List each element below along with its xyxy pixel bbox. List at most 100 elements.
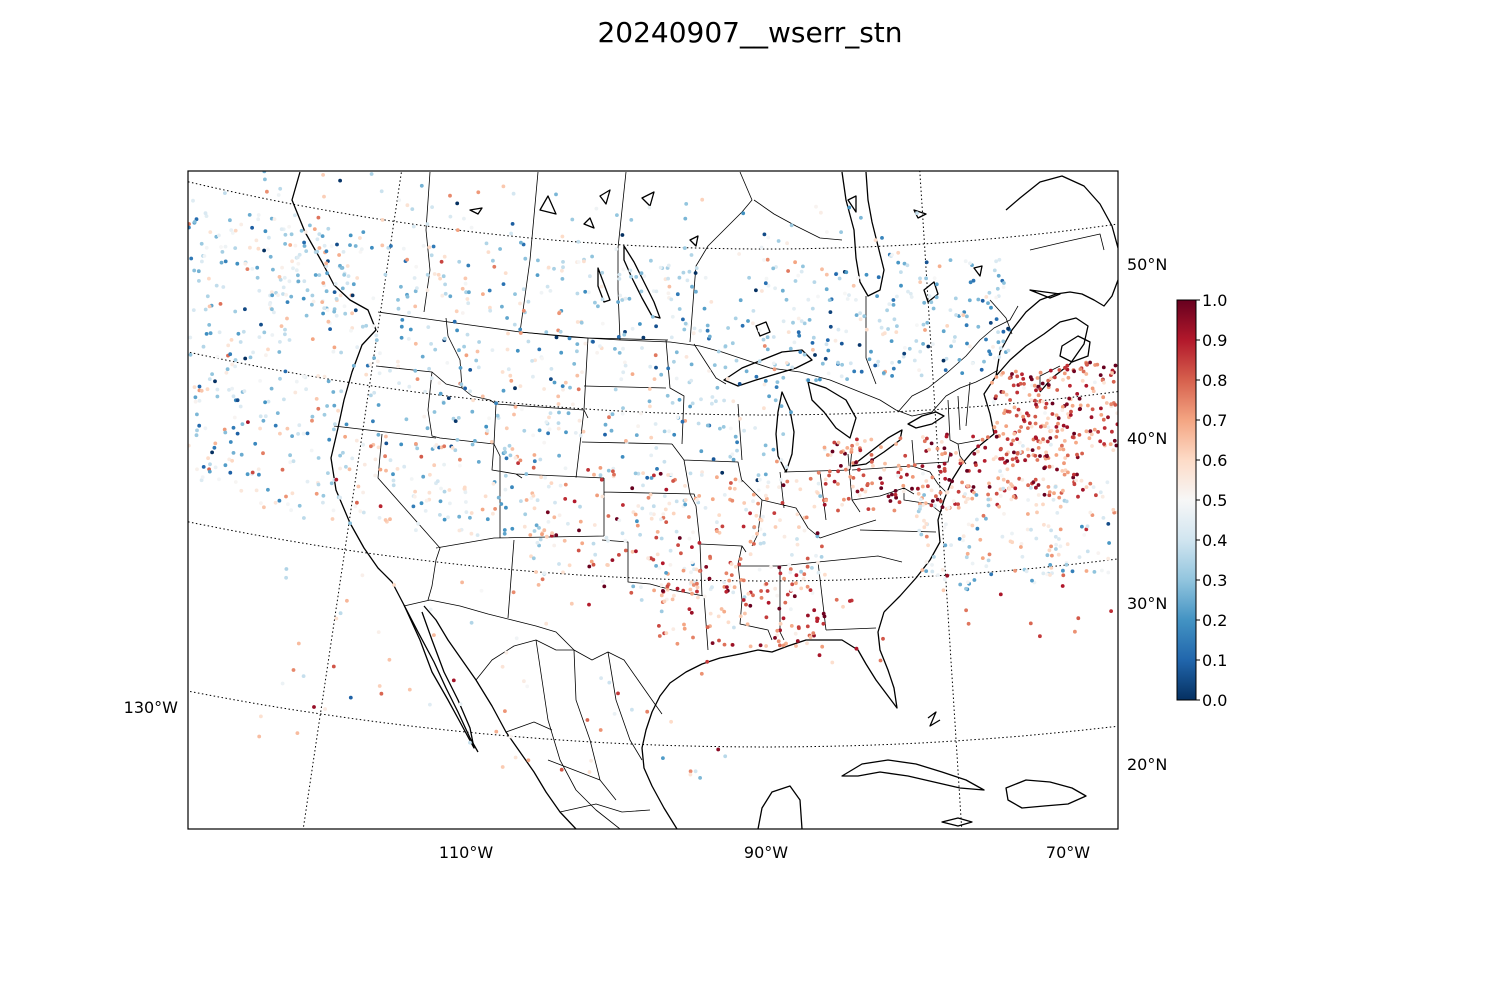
station-point — [283, 369, 288, 374]
station-point — [689, 362, 694, 367]
station-point — [854, 646, 859, 651]
station-point — [329, 481, 334, 486]
station-point — [688, 772, 693, 777]
station-point — [620, 411, 625, 416]
station-point — [781, 319, 786, 324]
station-point — [439, 486, 443, 491]
station-point — [695, 581, 699, 586]
station-point — [322, 412, 327, 417]
station-point — [256, 246, 261, 251]
station-point — [364, 372, 369, 377]
station-point — [765, 347, 770, 352]
station-point — [1006, 348, 1011, 353]
station-point — [763, 379, 768, 383]
station-point — [221, 285, 226, 289]
station-point — [989, 572, 994, 577]
station-point — [535, 273, 540, 277]
station-point — [236, 331, 241, 336]
station-point — [353, 244, 358, 248]
station-point — [1013, 568, 1017, 573]
station-point — [521, 308, 526, 313]
station-point — [958, 458, 963, 463]
station-point — [489, 440, 494, 444]
newfoundland — [1059, 335, 1091, 363]
station-point — [797, 333, 802, 338]
station-point — [413, 341, 418, 346]
station-point — [808, 588, 813, 592]
station-point — [780, 501, 785, 505]
station-point — [623, 296, 628, 301]
station-point — [703, 275, 708, 280]
station-point — [484, 424, 489, 429]
station-point — [609, 428, 614, 433]
station-point — [875, 294, 879, 298]
station-point — [1038, 454, 1042, 458]
station-point — [503, 709, 507, 713]
station-point — [1016, 407, 1021, 412]
station-point — [647, 399, 652, 404]
station-point — [796, 316, 801, 321]
station-point — [968, 344, 972, 349]
station-point — [610, 558, 615, 562]
lake-ontario — [907, 411, 945, 429]
station-point — [799, 586, 804, 591]
station-point — [1113, 363, 1118, 368]
station-point — [681, 317, 685, 322]
station-point — [384, 441, 389, 446]
station-point — [941, 588, 946, 593]
station-point — [396, 364, 401, 369]
station-point — [458, 463, 462, 468]
station-point — [332, 403, 337, 408]
station-point — [667, 429, 671, 434]
station-point — [428, 702, 432, 707]
station-point — [577, 418, 582, 423]
station-point — [666, 473, 670, 477]
station-point — [796, 330, 801, 335]
station-point — [905, 263, 910, 268]
station-point — [1056, 421, 1060, 426]
station-point — [441, 401, 446, 405]
station-point — [629, 218, 634, 222]
station-point — [291, 668, 296, 672]
station-point — [944, 522, 948, 527]
station-point — [729, 562, 734, 566]
station-point — [1017, 429, 1022, 434]
meridian-label: 110°W — [439, 843, 494, 862]
station-point — [1017, 476, 1022, 481]
station-point — [531, 556, 536, 561]
station-point — [896, 260, 901, 265]
station-point — [226, 343, 231, 348]
station-point — [331, 349, 336, 354]
station-point — [845, 377, 849, 381]
station-point — [563, 380, 568, 385]
station-point — [652, 377, 657, 381]
station-point — [324, 261, 329, 266]
station-point — [1048, 573, 1052, 577]
station-point — [238, 404, 243, 409]
station-point — [661, 589, 665, 593]
station-point — [681, 568, 686, 573]
station-point — [567, 336, 572, 341]
station-point — [940, 567, 945, 572]
lake-superior — [723, 349, 813, 387]
station-point — [735, 448, 739, 453]
station-point — [297, 503, 302, 508]
station-point — [399, 335, 404, 340]
station-point — [457, 259, 462, 264]
station-point — [972, 451, 977, 456]
station-point — [653, 353, 658, 358]
station-point — [197, 279, 201, 283]
station-point — [910, 486, 914, 491]
station-point — [752, 525, 757, 529]
station-point — [1046, 485, 1051, 489]
parallel-line — [188, 690, 1118, 748]
station-point — [1061, 377, 1065, 382]
station-point — [304, 249, 309, 254]
station-point — [730, 341, 735, 346]
station-point — [963, 492, 967, 496]
station-point — [925, 320, 930, 325]
station-point — [500, 370, 505, 374]
station-point — [501, 282, 506, 286]
station-point — [729, 573, 734, 577]
station-point — [863, 489, 868, 494]
